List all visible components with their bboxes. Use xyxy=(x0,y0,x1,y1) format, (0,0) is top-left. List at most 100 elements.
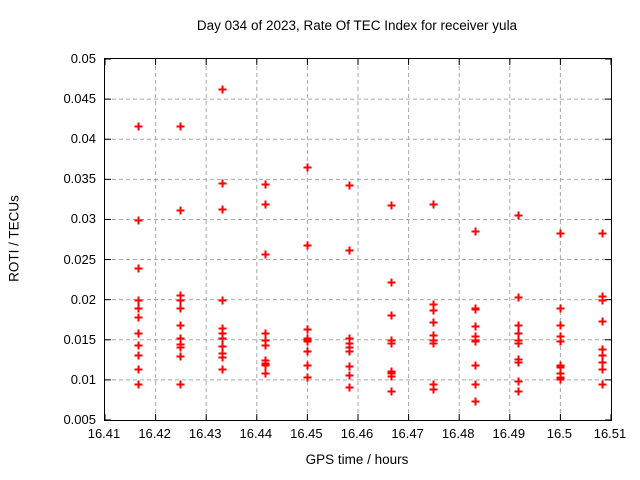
data-point-marker xyxy=(429,200,438,209)
data-point-marker xyxy=(387,201,396,210)
data-point-marker xyxy=(429,306,438,315)
data-point-marker xyxy=(514,358,523,367)
data-point-marker xyxy=(218,205,227,214)
data-point-marker xyxy=(303,163,312,172)
data-point-marker xyxy=(429,385,438,394)
data-point-marker xyxy=(176,352,185,361)
data-point-marker xyxy=(514,387,523,396)
data-point-marker xyxy=(261,361,270,370)
data-point-marker xyxy=(514,329,523,338)
y-tick-label: 0.045 xyxy=(63,91,96,107)
data-point-marker xyxy=(134,313,143,322)
data-point-marker xyxy=(134,365,143,374)
data-point-marker xyxy=(176,206,185,215)
data-point-marker xyxy=(556,229,565,238)
data-point-marker xyxy=(514,211,523,220)
data-point-marker xyxy=(218,179,227,188)
data-point-marker xyxy=(261,180,270,189)
x-tick-label: 16.43 xyxy=(188,426,222,441)
data-point-marker xyxy=(514,377,523,386)
data-point-marker xyxy=(471,337,480,346)
x-tick-label: 16.45 xyxy=(290,426,323,441)
x-tick-label: 16.47 xyxy=(391,426,424,441)
data-point-marker xyxy=(345,246,354,255)
data-point-marker xyxy=(134,304,143,313)
data-point-marker xyxy=(218,85,227,94)
x-tick-label: 16.5 xyxy=(546,426,573,441)
x-tick-label: 16.46 xyxy=(340,426,374,441)
data-point-marker xyxy=(556,337,565,346)
plot-canvas xyxy=(105,59,611,420)
data-point-marker xyxy=(218,365,227,374)
x-tick-label: 16.51 xyxy=(593,426,627,441)
y-tick-label: 0.04 xyxy=(70,131,96,147)
x-tick-label: 16.42 xyxy=(138,426,171,441)
data-point-marker xyxy=(598,229,607,238)
data-point-marker xyxy=(218,334,227,343)
data-point-marker xyxy=(598,317,607,326)
data-point-marker xyxy=(429,339,438,348)
data-point-marker xyxy=(345,181,354,190)
plot-area xyxy=(104,58,612,421)
data-point-marker xyxy=(345,383,354,392)
data-point-marker xyxy=(598,380,607,389)
data-point-marker xyxy=(134,264,143,273)
data-point-marker xyxy=(471,305,480,314)
data-point-marker xyxy=(134,341,143,350)
data-point-marker xyxy=(471,397,480,406)
data-point-marker xyxy=(261,200,270,209)
data-point-marker xyxy=(514,339,523,348)
data-point-marker xyxy=(345,371,354,380)
data-point-marker xyxy=(176,122,185,131)
data-point-marker xyxy=(176,304,185,313)
y-tick-label: 0.03 xyxy=(70,211,96,227)
data-point-marker xyxy=(261,329,270,338)
y-tick-label: 0.035 xyxy=(63,171,96,187)
data-point-marker xyxy=(303,337,312,346)
x-tick-label: 16.48 xyxy=(441,426,475,441)
data-point-marker xyxy=(387,311,396,320)
data-point-marker xyxy=(387,339,396,348)
data-point-marker xyxy=(556,375,565,384)
data-point-marker xyxy=(218,342,227,351)
data-point-marker xyxy=(176,321,185,330)
data-point-marker xyxy=(134,351,143,360)
data-point-marker xyxy=(134,329,143,338)
data-point-marker xyxy=(134,216,143,225)
data-point-marker xyxy=(303,325,312,334)
data-point-marker xyxy=(303,361,312,370)
data-point-marker xyxy=(387,278,396,287)
y-tick-label: 0.01 xyxy=(70,371,96,387)
y-tick-label: 0.025 xyxy=(63,251,96,267)
data-point-marker xyxy=(134,122,143,131)
data-point-marker xyxy=(134,296,143,305)
data-point-marker xyxy=(303,347,312,356)
data-point-marker xyxy=(471,227,480,236)
x-tick-label: 16.41 xyxy=(87,426,121,441)
data-point-marker xyxy=(598,358,607,367)
data-point-marker xyxy=(176,296,185,305)
x-tick-label: 16.49 xyxy=(492,426,526,441)
data-point-marker xyxy=(345,347,354,356)
x-axis-label: GPS time / hours xyxy=(305,452,409,467)
chart-title: Day 034 of 2023, Rate Of TEC Index for r… xyxy=(196,18,518,33)
data-point-marker xyxy=(134,380,143,389)
data-point-marker xyxy=(218,296,227,305)
data-point-marker xyxy=(514,293,523,302)
y-tick-label: 0.02 xyxy=(70,291,96,307)
data-point-marker xyxy=(176,380,185,389)
data-point-marker xyxy=(218,353,227,362)
data-point-marker xyxy=(429,318,438,327)
data-point-marker xyxy=(261,369,270,378)
data-point-marker xyxy=(471,361,480,370)
data-point-marker xyxy=(556,321,565,330)
x-tick-label: 16.44 xyxy=(239,426,273,441)
data-point-marker xyxy=(598,351,607,360)
data-point-marker xyxy=(387,387,396,396)
data-point-marker xyxy=(303,241,312,250)
data-point-marker xyxy=(176,343,185,352)
y-tick-label: 0.005 xyxy=(63,412,96,427)
data-point-marker xyxy=(556,304,565,313)
data-point-marker xyxy=(387,372,396,381)
